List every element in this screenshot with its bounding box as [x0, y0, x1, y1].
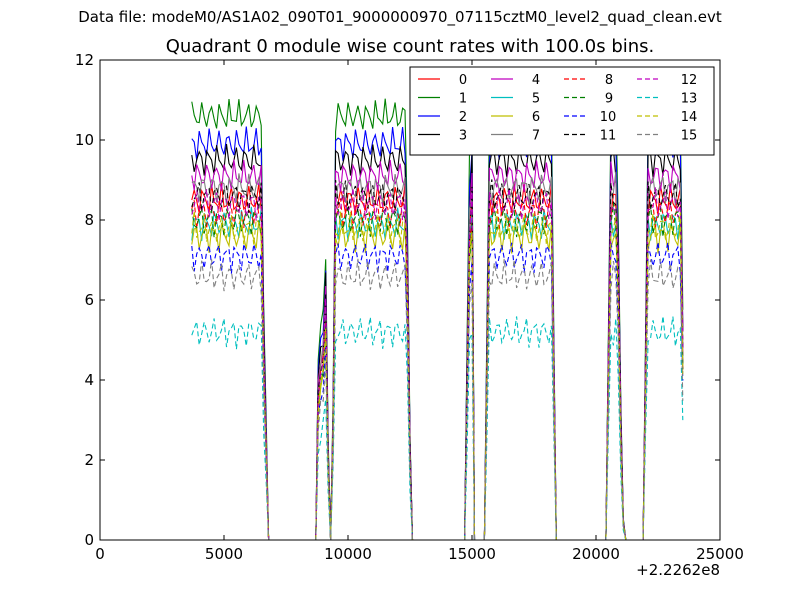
y-tick-label: 10: [75, 131, 94, 149]
y-tick-label: 8: [84, 211, 94, 229]
figure-suptitle: Data file: modeM0/AS1A02_090T01_90000009…: [78, 8, 722, 26]
y-tick-label: 12: [75, 51, 94, 69]
x-tick-label: 10000: [324, 545, 372, 563]
legend-label: 5: [532, 92, 540, 107]
legend-label: 12: [681, 73, 698, 88]
legend-label: 10: [600, 110, 617, 125]
legend-label: 0: [459, 73, 467, 88]
legend-label: 1: [459, 92, 467, 107]
legend-label: 11: [600, 129, 617, 144]
plot-frame: [99, 59, 721, 541]
legend-label: 7: [532, 129, 540, 144]
x-tick-label: 5000: [205, 545, 243, 563]
legend-box: [409, 66, 715, 156]
y-tick-label: 4: [84, 371, 94, 389]
x-tick-label: 25000: [696, 545, 744, 563]
legend-label: 9: [605, 92, 613, 107]
chart-title: Quadrant 0 module wise count rates with …: [165, 36, 655, 57]
x-tick-label: 15000: [448, 545, 496, 563]
y-tick-label: 2: [84, 451, 94, 469]
y-tick-label: 0: [84, 531, 94, 549]
legend-label: 14: [681, 110, 698, 125]
x-tick-label: 20000: [572, 545, 620, 563]
legend-label: 3: [459, 129, 467, 144]
legend-label: 2: [459, 110, 467, 125]
legend-label: 4: [532, 73, 540, 88]
x-tick-label: 0: [95, 545, 105, 563]
legend-label: 8: [605, 73, 613, 88]
x-offset-label: +2.2262e8: [636, 561, 720, 579]
legend-label: 15: [681, 129, 698, 144]
y-tick-label: 6: [84, 291, 94, 309]
legend-label: 6: [532, 110, 540, 125]
legend-label: 13: [681, 92, 698, 107]
